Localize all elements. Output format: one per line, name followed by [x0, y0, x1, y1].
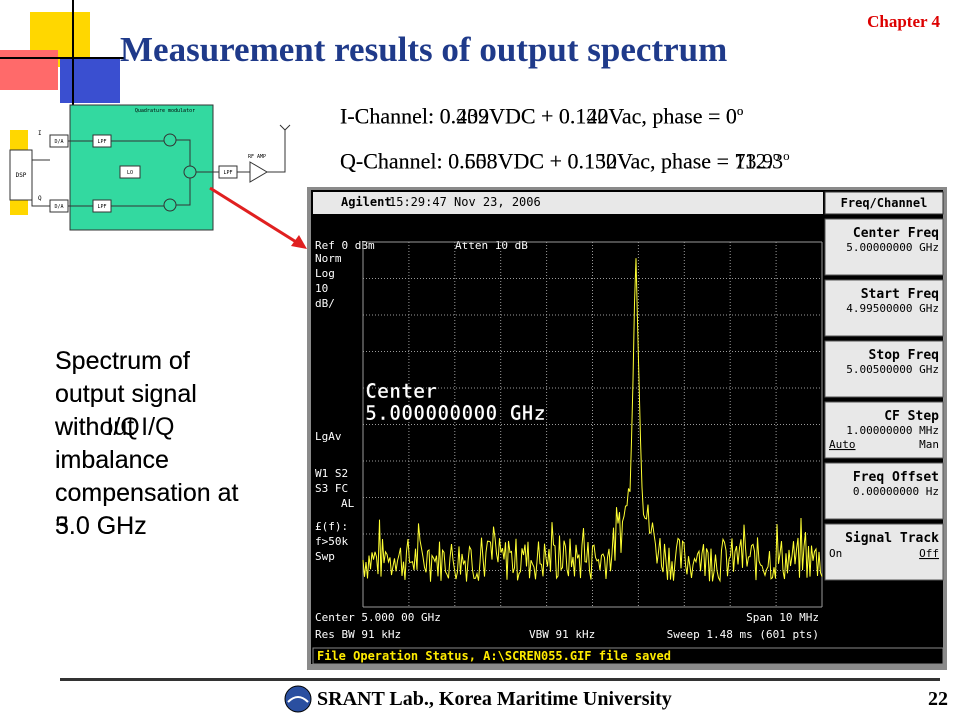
softkey-title: CF Step: [884, 409, 939, 424]
bottom-center: Center 5.000 00 GHz: [315, 611, 441, 624]
softkey-value: 4.99500000 GHz: [846, 302, 939, 315]
softkey-title: Freq Offset: [853, 470, 939, 485]
text: I-Channel: 0.202VDC + 0.120Vac, phase = …: [340, 103, 737, 129]
softkey: [824, 340, 944, 398]
marker-readout: Center: [365, 379, 437, 403]
softkey-value: 1.00000000 MHz: [846, 424, 939, 437]
label: D/A: [54, 204, 63, 210]
degree: o: [736, 103, 744, 118]
status-bar: [312, 647, 944, 665]
deco: [60, 58, 120, 103]
label: Q: [38, 195, 42, 202]
label: LPF: [97, 204, 106, 210]
brand: Agilent: [341, 195, 392, 209]
softkey-left: Auto: [829, 438, 856, 451]
arrow-head: [291, 235, 307, 249]
softkey: [824, 523, 944, 581]
bottom-vbw: VBW 91 kHz: [529, 628, 595, 641]
softkey: [824, 279, 944, 337]
side-label: S3 FC: [315, 482, 348, 495]
chapter: Chapter 4: [867, 12, 940, 31]
deco: [0, 57, 125, 59]
label: RF AMP: [248, 154, 266, 160]
softkey-left: On: [829, 547, 842, 560]
dsp-box: [9, 149, 33, 201]
logo: [284, 685, 312, 713]
softkey-title: Center Freq: [853, 226, 939, 241]
softkey-title: Stop Freq: [869, 348, 939, 363]
text: I-Channel: 0.439VDC + 0.142Vac, phase = …: [340, 103, 737, 129]
footer-lab: SRANT Lab., Korea Maritime University: [317, 688, 672, 710]
side-label: Norm: [315, 252, 342, 265]
side-label: Swp: [315, 550, 335, 563]
softkey-value: 0.00000000 Hz: [853, 485, 939, 498]
side-label: £(f):: [315, 520, 348, 533]
label: LO: [127, 170, 133, 176]
softkey: [824, 218, 944, 276]
side-label: Log: [315, 267, 335, 280]
diagram-bg: [69, 104, 214, 231]
softkey: [824, 401, 944, 459]
side-label: AL: [341, 497, 355, 510]
label: Quadrature modulator: [135, 108, 195, 114]
footer-rule: [60, 678, 940, 681]
arrow-line: [209, 186, 302, 247]
menu-title: Freq/Channel: [841, 196, 928, 210]
i-channel-overlay: I-Channel: 0.202VDC + 0.120Vac, phase = …: [340, 103, 743, 129]
title: Measurement results of output spectrum: [120, 30, 728, 69]
menu-bar: [824, 191, 944, 215]
wires: [31, 124, 291, 207]
side-label: dB/: [315, 297, 335, 310]
marker-readout: 5.000000000 GHz: [365, 401, 546, 425]
softkey-value: 5.00000000 GHz: [846, 241, 939, 254]
logo-wave: [287, 696, 309, 703]
atten: Atten 10 dB: [455, 239, 528, 252]
softkey-title: Signal Track: [845, 531, 939, 546]
status: File Operation Status, A:\SCREN055.GIF f…: [317, 649, 671, 663]
q-channel: Q-Channel: 0.558VDC + 0.152Vac, phase = …: [340, 148, 790, 174]
label: DSP: [16, 172, 27, 179]
softkey-title: Start Freq: [861, 287, 939, 302]
side-label: f>50k: [315, 535, 348, 548]
caption: Spectrum of output signal without I/Q im…: [55, 347, 239, 540]
bottom-sweep: Sweep 1.48 ms (601 pts): [667, 628, 819, 641]
degree: o: [783, 148, 790, 163]
text: Q-Channel: 0.603VDC + 0.130Vac, phase = …: [340, 148, 773, 174]
softkey: [824, 462, 944, 520]
spectrum-trace: [362, 258, 823, 583]
label: LPF: [223, 170, 232, 176]
degree: o: [736, 103, 744, 118]
bottom-span: Span 10 MHz: [746, 611, 819, 624]
caption-overlay: Spectrum of output signal with I/Q imbal…: [55, 347, 239, 540]
deco: [0, 50, 58, 90]
label: D/A: [54, 139, 63, 145]
label: I: [38, 130, 42, 137]
softkey-right: Man: [919, 438, 939, 451]
top-bar: [313, 192, 823, 214]
softkey-right: Off: [919, 547, 939, 560]
amp: [249, 161, 268, 183]
side-label: W1 S2: [315, 467, 348, 480]
side-label: LgAv: [315, 430, 342, 443]
degree: o: [772, 148, 780, 163]
bottom-rbw: Res BW 91 kHz: [315, 628, 401, 641]
box: [119, 165, 141, 179]
ref: Ref 0 dBm: [315, 239, 375, 252]
q-channel-overlay: Q-Channel: 0.603VDC + 0.130Vac, phase = …: [340, 148, 779, 174]
side-label: 10: [315, 282, 328, 295]
timestamp: 15:29:47 Nov 23, 2006: [389, 195, 541, 209]
logo-circle: [284, 685, 312, 713]
softkey-value: 5.00500000 GHz: [846, 363, 939, 376]
text: Q-Channel: 0.558VDC + 0.152Vac, phase = …: [340, 148, 784, 174]
arrow: [209, 186, 307, 249]
label: LPF: [97, 139, 106, 145]
deco: [72, 0, 74, 110]
block-diagram: DSP I Q D/A D/A LPF LPF LO Quadrature mo…: [9, 104, 291, 231]
i-channel: I-Channel: 0.439VDC + 0.142Vac, phase = …: [340, 103, 743, 129]
analyzer-screen: Agilent 15:29:47 Nov 23, 2006 Freq/Chann…: [307, 187, 947, 670]
page-number: 22: [928, 688, 948, 710]
